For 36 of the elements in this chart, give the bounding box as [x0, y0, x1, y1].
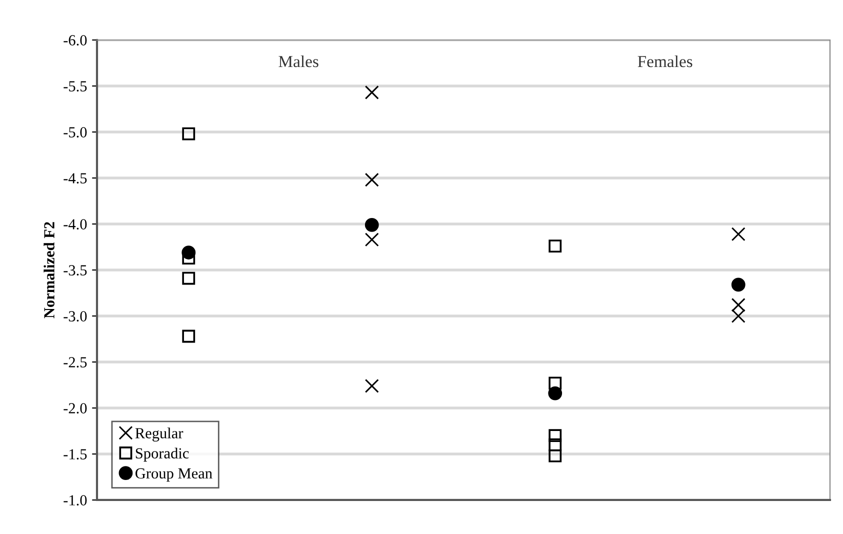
point: [731, 298, 746, 312]
point: [731, 278, 746, 292]
y-tick-label: -2.5: [64, 357, 87, 368]
y-tick-label: -3.5: [64, 265, 87, 276]
y-tick-label: -4.0: [64, 219, 87, 230]
point: [548, 438, 562, 452]
y-tick-label: -3.0: [64, 311, 87, 322]
point: [731, 308, 746, 324]
y-tick-label: -2.0: [64, 403, 87, 414]
point: [364, 85, 379, 100]
y-tick-label: -1.5: [64, 449, 87, 460]
point: [364, 218, 379, 232]
legend-label: Regular: [135, 428, 184, 442]
point: [548, 386, 562, 400]
legend-label: Group Mean: [136, 468, 212, 482]
point: [182, 330, 196, 343]
point: [182, 246, 196, 260]
legend-label: Sporadic: [136, 448, 189, 462]
annotation: Females: [638, 55, 692, 68]
y-tick-label: -6.0: [64, 35, 87, 46]
point: [548, 429, 562, 442]
point: [548, 240, 562, 253]
point: [548, 449, 562, 462]
point: [364, 378, 379, 393]
y-tick-label: -1.0: [64, 495, 87, 506]
y-axis-title: Normalized F2: [44, 222, 54, 318]
point: [182, 127, 196, 140]
annotation: Males: [278, 55, 318, 68]
point: [182, 272, 196, 285]
point: [364, 232, 379, 247]
point: [364, 172, 379, 187]
point: [548, 376, 562, 390]
y-tick-label: -4.5: [64, 173, 87, 184]
y-tick-label: -5.0: [64, 127, 87, 138]
y-tick-label: -5.5: [64, 81, 87, 92]
point: [731, 227, 746, 242]
